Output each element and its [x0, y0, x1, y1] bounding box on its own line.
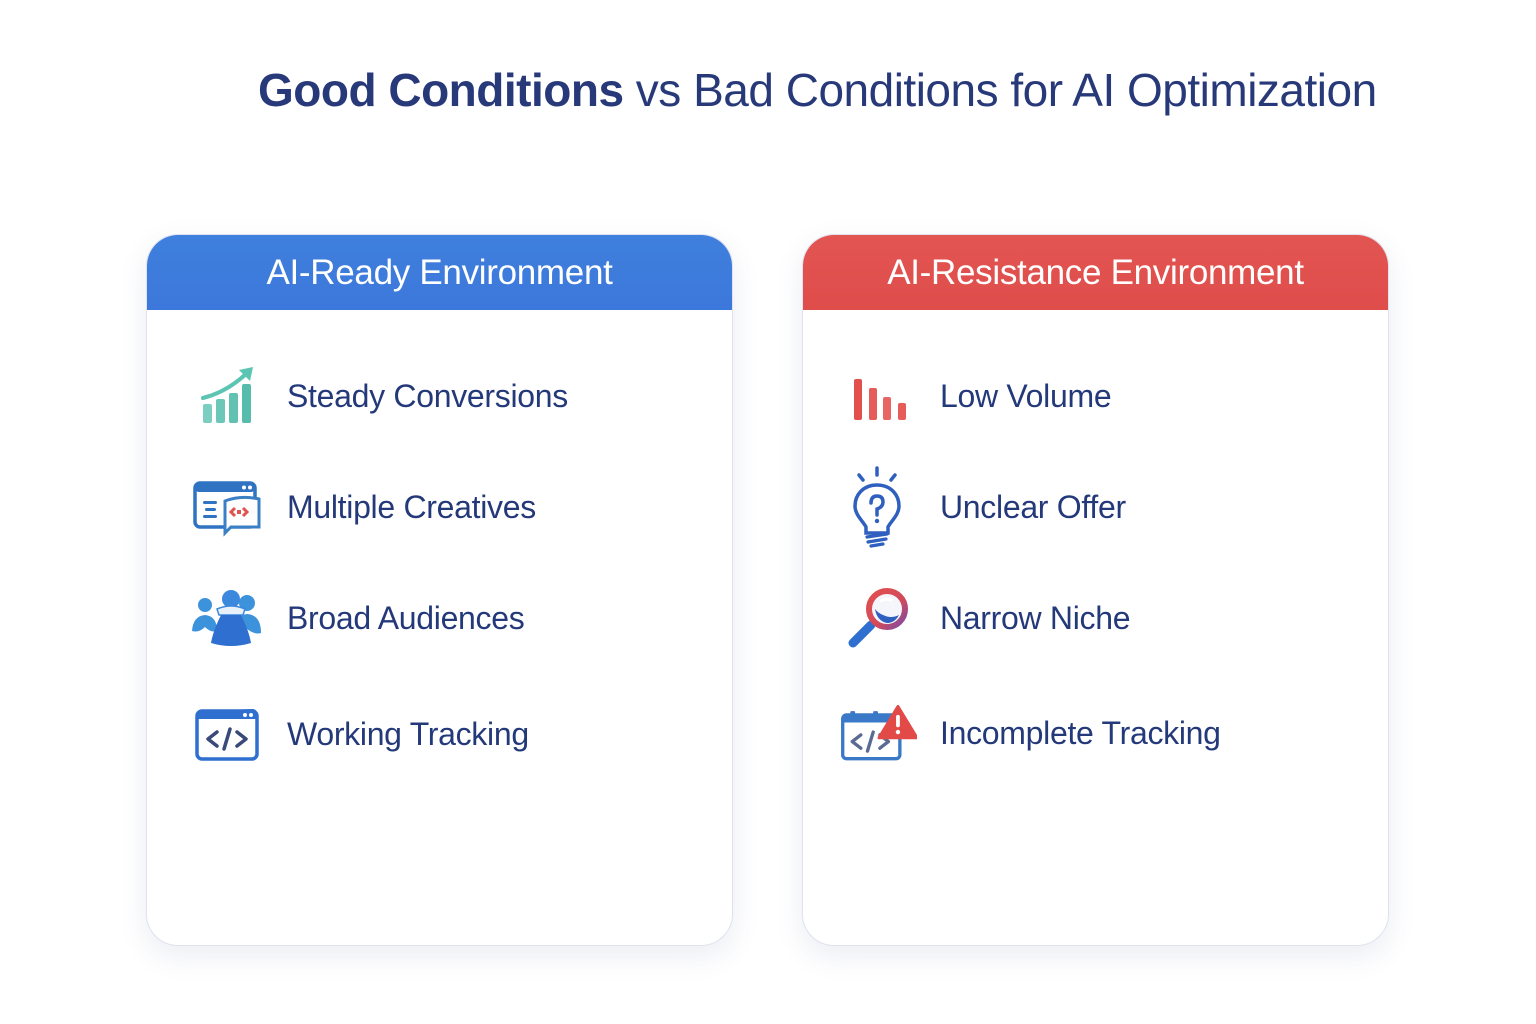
title-rest: vs Bad Conditions for AI Optimization [623, 64, 1377, 116]
ai-resistance-header: AI-Resistance Environment [803, 235, 1388, 310]
list-item-incomplete-tracking: Incomplete Tracking [803, 693, 1388, 773]
ai-ready-header: AI-Ready Environment [147, 235, 732, 310]
list-item-broad-audiences: Broad Audiences [147, 578, 732, 658]
ai-ready-title: AI-Ready Environment [266, 252, 613, 292]
ai-resistance-title: AI-Resistance Environment [887, 252, 1304, 292]
working-tracking-label: Working Tracking [287, 715, 529, 752]
multiple-creatives-label: Multiple Creatives [287, 488, 536, 525]
ai-resistance-panel: AI-Resistance Environment Low Volume [802, 234, 1389, 946]
code-window-icon [187, 694, 267, 774]
list-item-multiple-creatives: Multiple Creatives [147, 467, 732, 547]
declining-bars-icon [837, 356, 917, 436]
list-item-steady-conversions: Steady Conversions [147, 356, 732, 436]
page-title: Good Conditions vs Bad Conditions for AI… [258, 62, 1418, 118]
lightbulb-question-icon [837, 466, 917, 548]
list-item-working-tracking: Working Tracking [147, 694, 732, 774]
list-item-narrow-niche: Narrow Niche [803, 578, 1388, 658]
creatives-windows-icon [187, 467, 267, 547]
unclear-offer-label: Unclear Offer [940, 488, 1126, 525]
low-volume-label: Low Volume [940, 377, 1112, 414]
chart-trending-up-icon [187, 356, 267, 436]
list-item-low-volume: Low Volume [803, 356, 1388, 436]
code-window-warning-icon [837, 693, 917, 773]
audience-group-icon [187, 578, 267, 658]
list-item-unclear-offer: Unclear Offer [803, 466, 1388, 548]
incomplete-tracking-label: Incomplete Tracking [940, 714, 1221, 751]
title-good-conditions: Good Conditions [258, 64, 624, 116]
magnifier-icon [837, 578, 917, 658]
narrow-niche-label: Narrow Niche [940, 599, 1131, 636]
steady-conversions-label: Steady Conversions [287, 377, 568, 414]
broad-audiences-label: Broad Audiences [287, 599, 525, 636]
ai-ready-panel: AI-Ready Environment Steady Conversions [146, 234, 733, 946]
